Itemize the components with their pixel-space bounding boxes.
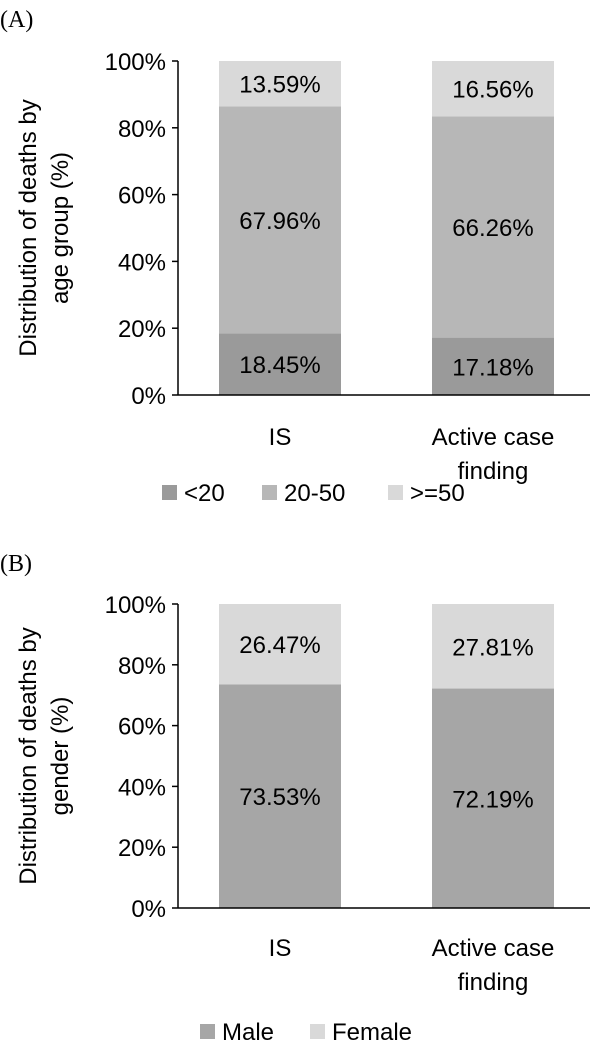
legend: <20 20-50 >=50 xyxy=(162,480,465,507)
data-label: 16.56% xyxy=(452,77,533,104)
data-label: 26.47% xyxy=(239,632,320,659)
legend-label: <20 xyxy=(184,480,225,507)
legend-swatch xyxy=(310,1024,325,1039)
chart-panel-b: (B) 73.53% 26.47% 72.19% 27.81% 0% 20% 40% 60% 80… xyxy=(0,551,590,1046)
data-label: 73.53% xyxy=(239,784,320,811)
chart-panel-a: (A) 18.45% 67.96% 13.59% 17.18% 66.26% 16.56% 0… xyxy=(0,7,590,507)
bar-segment xyxy=(219,604,341,685)
x-tick-label: finding xyxy=(458,969,529,996)
data-label: 27.81% xyxy=(452,634,533,661)
y-tick-label: 80% xyxy=(118,116,166,143)
data-label: 17.18% xyxy=(452,354,533,381)
y-tick-label: 0% xyxy=(131,383,166,410)
y-axis-title-line: Distribution of deaths by xyxy=(15,627,42,884)
data-label: 66.26% xyxy=(452,215,533,242)
bar-segment xyxy=(432,116,554,338)
bar-segment xyxy=(432,61,554,117)
y-tick-label: 100% xyxy=(105,49,166,76)
bar-segment xyxy=(219,61,341,107)
bar-segment xyxy=(219,333,341,395)
legend-label: 20-50 xyxy=(284,480,345,507)
y-tick-label: 40% xyxy=(118,774,166,801)
x-tick-label: finding xyxy=(458,458,529,485)
legend-label: >=50 xyxy=(410,480,465,507)
x-tick-label: IS xyxy=(269,424,292,451)
y-tick-label: 80% xyxy=(118,653,166,680)
data-label: 72.19% xyxy=(452,786,533,813)
y-axis-title-line: gender (%) xyxy=(47,697,74,816)
y-axis-title: Distribution of deaths by gender (%) xyxy=(15,627,74,884)
y-tick-label: 60% xyxy=(118,183,166,210)
legend: Male Female xyxy=(200,1019,412,1046)
panel-label: (A) xyxy=(0,7,33,33)
x-tick-label: Active case xyxy=(432,424,555,451)
bar-segment xyxy=(219,106,341,334)
y-tick-label: 20% xyxy=(118,835,166,862)
data-label: 13.59% xyxy=(239,72,320,99)
y-tick-label: 0% xyxy=(131,896,166,923)
legend-label: Male xyxy=(222,1019,274,1046)
bar-segment xyxy=(432,604,554,689)
y-tick-label: 20% xyxy=(118,316,166,343)
bar-segment xyxy=(432,688,554,908)
y-tick-label: 40% xyxy=(118,249,166,276)
y-axis-title-line: age group (%) xyxy=(47,152,74,304)
legend-swatch xyxy=(200,1024,215,1039)
bar-segment xyxy=(219,684,341,908)
y-tick-label: 60% xyxy=(118,714,166,741)
y-tick-label: 100% xyxy=(105,592,166,619)
y-axis-title: Distribution of deaths by age group (%) xyxy=(15,99,74,356)
bar-segment xyxy=(432,337,554,395)
x-tick-label: Active case xyxy=(432,935,555,962)
x-tick-label: IS xyxy=(269,935,292,962)
legend-swatch xyxy=(162,485,177,500)
legend-swatch xyxy=(388,485,403,500)
data-label: 67.96% xyxy=(239,208,320,235)
legend-label: Female xyxy=(332,1019,412,1046)
y-axis-title-line: Distribution of deaths by xyxy=(15,99,42,356)
legend-swatch xyxy=(262,485,277,500)
panel-label: (B) xyxy=(0,551,32,577)
data-label: 18.45% xyxy=(239,352,320,379)
